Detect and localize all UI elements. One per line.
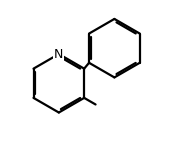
- Text: N: N: [54, 48, 64, 60]
